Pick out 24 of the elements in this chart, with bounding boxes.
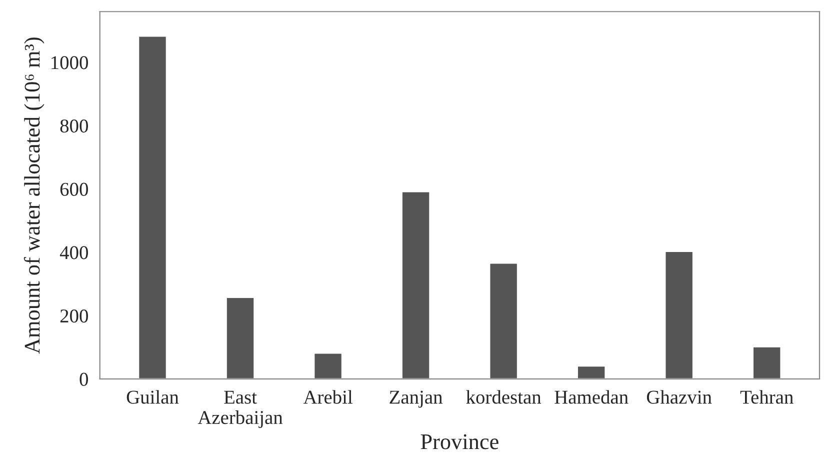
- y-tick-label: 600: [60, 182, 88, 196]
- x-tick-label: Hamedan: [554, 390, 628, 404]
- y-tick-label: 800: [60, 119, 88, 133]
- bar: [488, 262, 518, 379]
- bar: [138, 35, 168, 379]
- bar: [401, 190, 431, 379]
- x-axis-title: Province: [420, 434, 498, 450]
- x-tick-label: Ghazvin: [646, 390, 712, 404]
- x-tick-label: Guilan: [126, 390, 179, 404]
- bar: [752, 346, 782, 379]
- x-tick-label: Zanjan: [390, 390, 442, 408]
- x-tick-label: East Azerbaijan: [198, 390, 283, 428]
- bar: [313, 352, 343, 379]
- x-tick-label: kordestan: [466, 390, 542, 404]
- y-tick-label: 400: [60, 246, 88, 260]
- bar: [576, 365, 606, 379]
- x-tick-label: Tehran: [740, 390, 794, 404]
- y-tick-label: 0: [80, 372, 88, 386]
- bar: [226, 296, 256, 379]
- x-tick-label: Arebil: [303, 390, 352, 404]
- y-axis-title: Amount of water allocated (10⁶ m³): [24, 38, 44, 354]
- y-tick-label: 200: [60, 309, 88, 323]
- y-tick-label: 1000: [52, 56, 88, 70]
- bar: [664, 250, 694, 379]
